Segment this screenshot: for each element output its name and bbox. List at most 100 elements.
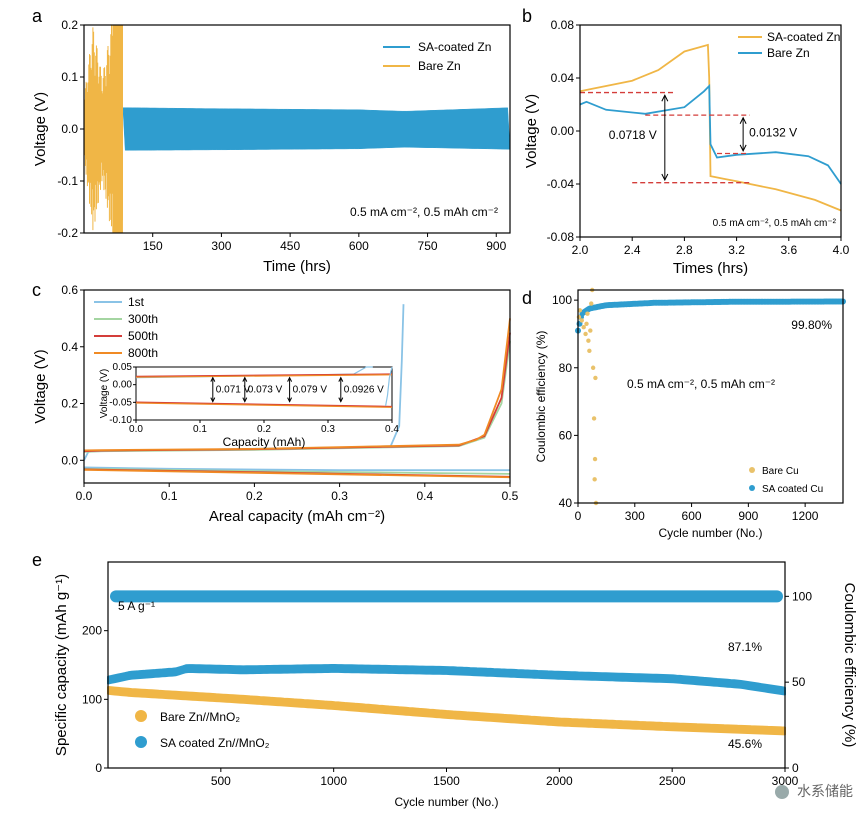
inset-arrow-head bbox=[210, 397, 216, 403]
x-tick-label: 300 bbox=[625, 509, 645, 523]
legend-label: 300th bbox=[128, 312, 158, 326]
condition-annotation: 0.5 mA cm⁻², 0.5 mAh cm⁻² bbox=[627, 377, 775, 391]
legend-label: SA-coated Zn bbox=[418, 40, 491, 54]
arrow-head bbox=[661, 173, 669, 182]
right-y-tick-label: 100 bbox=[792, 589, 812, 603]
bare-cu-point bbox=[591, 416, 597, 421]
series-bare-zn-failure-block bbox=[112, 25, 123, 233]
retention-label: 87.1% bbox=[728, 640, 762, 654]
inset-arrow-head bbox=[242, 397, 248, 403]
right-y-axis-title: Coulombic efficiency (%) bbox=[841, 583, 858, 748]
panel-label-d: d bbox=[522, 288, 532, 308]
y-tick-label: 0.2 bbox=[61, 397, 78, 411]
overpotential-label: 0.0132 V bbox=[749, 125, 797, 139]
watermark-text: 水系储能 bbox=[797, 783, 853, 799]
inset-line bbox=[385, 366, 393, 407]
right-y-tick-label: 50 bbox=[792, 675, 806, 689]
x-tick-label: 2.0 bbox=[572, 243, 589, 257]
bare-cu-point bbox=[592, 477, 597, 482]
y-axis-title: Specific capacity (mAh g⁻¹) bbox=[53, 574, 70, 756]
y-tick-label: 100 bbox=[82, 692, 102, 706]
series-line bbox=[579, 43, 842, 212]
legend-label: Bare Zn//MnO₂ bbox=[160, 710, 240, 724]
panel-label-c: c bbox=[32, 280, 41, 300]
series-capacity-band bbox=[107, 664, 786, 696]
overpotential-label: 0.0718 V bbox=[609, 128, 657, 142]
inset-arrow-head bbox=[338, 376, 344, 382]
inset-overpotential-label: 0.0926 V bbox=[344, 385, 384, 396]
wechat-icon bbox=[775, 785, 790, 800]
x-tick-label: 2.4 bbox=[624, 243, 641, 257]
inset-x-axis-title: Capacity (mAh) bbox=[223, 435, 306, 449]
x-axis-title: Cycle number (No.) bbox=[394, 795, 498, 809]
inset-y-tick-label: -0.05 bbox=[109, 397, 132, 408]
x-tick-label: 0.5 bbox=[502, 489, 519, 503]
x-tick-label: 0.0 bbox=[76, 489, 93, 503]
inset-line bbox=[135, 401, 393, 408]
legend-label: SA coated Cu bbox=[762, 484, 823, 495]
legend-label: Bare Zn bbox=[767, 46, 810, 60]
y-tick-label: 0.0 bbox=[61, 453, 78, 467]
legend-label: Bare Zn bbox=[418, 59, 461, 73]
y-tick-label: 0.08 bbox=[551, 18, 575, 32]
series-charge-line bbox=[83, 318, 511, 452]
bare-cu-point bbox=[581, 324, 586, 330]
inset-arrow-head bbox=[242, 376, 248, 382]
panel-label-b: b bbox=[522, 6, 532, 26]
x-tick-label: 0.2 bbox=[246, 489, 263, 503]
y-tick-label: 100 bbox=[552, 293, 572, 307]
legend-label: 500th bbox=[128, 329, 158, 343]
y-tick-label: 40 bbox=[559, 496, 573, 510]
y-tick-label: 0.6 bbox=[61, 283, 78, 297]
axes-frame bbox=[577, 289, 844, 504]
inset-line bbox=[135, 374, 393, 378]
legend-label: Bare Cu bbox=[762, 466, 799, 477]
inset-y-tick-label: -0.10 bbox=[109, 415, 132, 426]
legend-label: 1st bbox=[128, 295, 145, 309]
y-axis-title: Coulombic efficiency (%) bbox=[534, 331, 548, 463]
x-tick-label: 3000 bbox=[772, 774, 799, 788]
legend-marker bbox=[749, 485, 755, 491]
y-axis-title: Voltage (V) bbox=[32, 92, 49, 166]
bare-cu-point bbox=[593, 375, 598, 381]
panel-d: d 0 300 600 900 1200 40 60 80 100 Cycle number (No… bbox=[522, 287, 846, 540]
x-tick-label: 500 bbox=[211, 774, 231, 788]
x-tick-label: 3.2 bbox=[728, 243, 745, 257]
legend-label: SA coated Zn//MnO₂ bbox=[160, 736, 270, 750]
x-axis-title: Time (hrs) bbox=[263, 258, 331, 275]
bare-cu-point bbox=[588, 328, 593, 333]
panel-c: c 0.0 0.1 0.2 0.3 0.4 0.5 0.0 0.2 0.4 0.6 Areal cap… bbox=[32, 280, 519, 525]
x-tick-label: 900 bbox=[486, 239, 506, 253]
bare-cu-point bbox=[590, 365, 596, 370]
x-tick-label: 0 bbox=[575, 509, 582, 523]
x-tick-label: 1200 bbox=[792, 509, 819, 523]
x-tick-label: 750 bbox=[418, 239, 438, 253]
series-ce-band bbox=[110, 590, 783, 603]
x-tick-label: 1500 bbox=[433, 774, 460, 788]
inset-x-tick-label: 0.1 bbox=[193, 424, 207, 435]
x-axis-title: Times (hrs) bbox=[673, 260, 748, 277]
x-tick-label: 4.0 bbox=[833, 243, 850, 257]
rate-label: 5 A g⁻¹ bbox=[118, 599, 155, 613]
arrow-head bbox=[661, 94, 669, 102]
bare-cu-point bbox=[592, 456, 598, 462]
legend-marker bbox=[135, 736, 147, 748]
x-tick-label: 600 bbox=[349, 239, 369, 253]
average-ce-label: 99.80% bbox=[791, 318, 832, 332]
bare-cu-point bbox=[577, 308, 583, 313]
panel-a: a 150 300 450 600 750 900 -0.2 -0.1 0.0 0.1 0.2 Time… bbox=[32, 6, 511, 275]
legend-marker bbox=[135, 710, 147, 722]
y-tick-label: -0.2 bbox=[57, 226, 78, 240]
panel-label-a: a bbox=[32, 6, 43, 26]
bare-cu-point bbox=[585, 311, 590, 316]
y-axis-title: Voltage (V) bbox=[32, 349, 49, 423]
series-discharge-line bbox=[83, 469, 511, 479]
right-y-tick-label: 0 bbox=[792, 761, 799, 775]
y-tick-label: 80 bbox=[559, 361, 573, 375]
inset-y-tick-label: 0.05 bbox=[113, 362, 133, 373]
inset-arrow-head bbox=[287, 397, 293, 403]
y-axis-title: Voltage (V) bbox=[523, 94, 540, 168]
y-tick-label: 0.0 bbox=[61, 122, 78, 136]
